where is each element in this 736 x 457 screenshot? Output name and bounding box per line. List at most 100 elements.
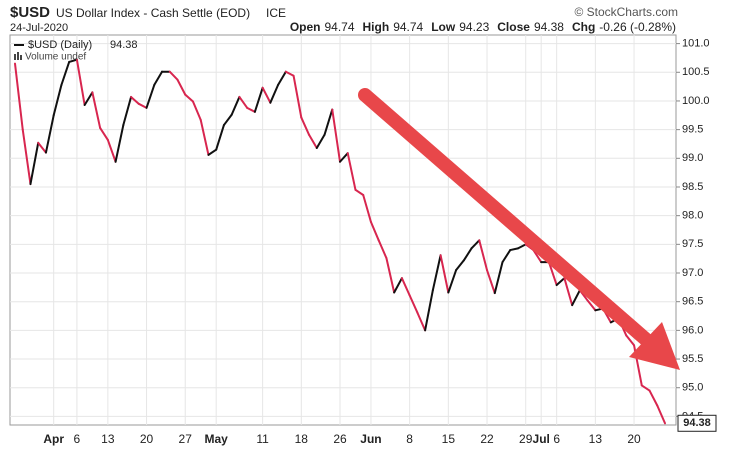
- price-segment: [478, 239, 489, 272]
- price-segment: [547, 261, 558, 287]
- price-segment: [346, 152, 357, 191]
- price-segment: [21, 128, 32, 186]
- stat-value: 94.74: [393, 20, 423, 34]
- x-tick-label: 22: [480, 432, 494, 446]
- price-segment: [385, 257, 396, 294]
- price-segment: [29, 141, 40, 186]
- price-segment: [230, 95, 241, 116]
- y-tick-label: 95.0: [682, 382, 703, 394]
- date: 24-Jul-2020: [10, 22, 68, 34]
- arrow-shaft: [358, 88, 657, 350]
- price-segment: [68, 58, 78, 63]
- trend-arrow: [358, 88, 680, 370]
- stat-name: Close: [497, 20, 530, 34]
- price-segment: [470, 239, 481, 250]
- price-segment: [393, 277, 403, 294]
- price-segment: [416, 311, 427, 332]
- x-tick-label: 13: [101, 432, 115, 446]
- subtitle: US Dollar Index - Cash Settle (EOD): [56, 6, 250, 20]
- price-segment: [106, 138, 117, 163]
- stats: Open 94.74 High 94.74 Low 94.23 Close 94.38 Chg -…: [290, 20, 676, 34]
- price-segment: [191, 100, 202, 121]
- y-tick-label: 101.0: [682, 38, 710, 50]
- price-segment: [91, 91, 102, 129]
- price-segment: [215, 124, 225, 151]
- last-value-box: [677, 414, 717, 432]
- price-segment: [648, 389, 659, 407]
- price-segment: [269, 83, 280, 104]
- stat-name: Low: [431, 20, 456, 34]
- price-segment: [308, 133, 318, 149]
- y-tick-label: 98.0: [682, 210, 703, 222]
- x-tick-label: 6: [553, 432, 560, 446]
- price-segment: [207, 148, 218, 156]
- price-segment: [75, 58, 86, 106]
- y-tick-label: 99.0: [682, 152, 703, 164]
- price-segment: [369, 220, 380, 242]
- x-tick-label: Apr: [43, 432, 64, 446]
- price-segment: [586, 299, 597, 312]
- y-tick-label: 100.0: [682, 95, 710, 107]
- stat-value: 94.38: [534, 20, 564, 34]
- price-segment: [424, 289, 434, 332]
- x-tick-label: May: [205, 432, 229, 446]
- price-segment: [400, 277, 411, 297]
- price-segment: [130, 95, 140, 105]
- price-segment: [122, 95, 133, 127]
- price-segment: [37, 141, 47, 154]
- price-segment: [292, 74, 303, 119]
- plot-frame: [9, 34, 677, 426]
- price-segment: [153, 70, 164, 86]
- y-tick-label: 96.0: [682, 324, 703, 336]
- stat-name: Open: [290, 20, 321, 34]
- price-segment: [284, 70, 295, 77]
- price-segment: [455, 259, 465, 272]
- x-tick-label: 13: [589, 432, 603, 446]
- stat-value: 94.23: [459, 20, 489, 34]
- price-segment: [145, 83, 156, 109]
- grid: [10, 35, 676, 425]
- y-tick-label: 96.5: [682, 296, 703, 308]
- credit: © StockCharts.com: [574, 5, 678, 19]
- x-tick-label: 15: [442, 432, 456, 446]
- price-segment: [184, 93, 194, 103]
- volume-icon: [14, 52, 22, 60]
- price-segment: [253, 86, 264, 113]
- y-tick-label: 95.5: [682, 353, 703, 365]
- y-tick-label: 97.5: [682, 238, 703, 250]
- price-segment: [571, 289, 581, 307]
- price-segment: [493, 261, 504, 295]
- price-segment: [354, 188, 365, 197]
- stat-value: 94.74: [324, 20, 354, 34]
- price-segment: [176, 78, 187, 96]
- x-tick-label: 6: [74, 432, 81, 446]
- title: $USD: [10, 4, 50, 21]
- price-segment: [52, 83, 63, 117]
- last-value: 94.38: [683, 417, 711, 429]
- price-segment: [99, 126, 109, 141]
- price-segment: [555, 277, 566, 287]
- price-segment: [625, 334, 636, 347]
- x-tick-label: Jul: [533, 432, 550, 446]
- price-segment: [447, 269, 458, 294]
- price-segment: [323, 108, 334, 136]
- x-tick-label: Jun: [360, 432, 381, 446]
- x-tick-label: 18: [295, 432, 309, 446]
- y-tick-label: 100.5: [682, 66, 710, 78]
- price-segment: [640, 384, 651, 392]
- price-segment: [501, 249, 512, 264]
- price-segment: [509, 247, 519, 252]
- price-segment: [300, 116, 311, 136]
- x-tick-label: 20: [140, 432, 154, 446]
- price-segment: [277, 70, 287, 86]
- price-segment: [60, 60, 71, 86]
- x-tick-label: 11: [256, 432, 269, 446]
- price-segment: [261, 86, 272, 104]
- price-segment: [656, 404, 666, 425]
- price-segment: [516, 243, 527, 250]
- stat-name: Chg: [572, 20, 595, 34]
- price-segment: [462, 247, 473, 262]
- price-segment: [83, 91, 94, 106]
